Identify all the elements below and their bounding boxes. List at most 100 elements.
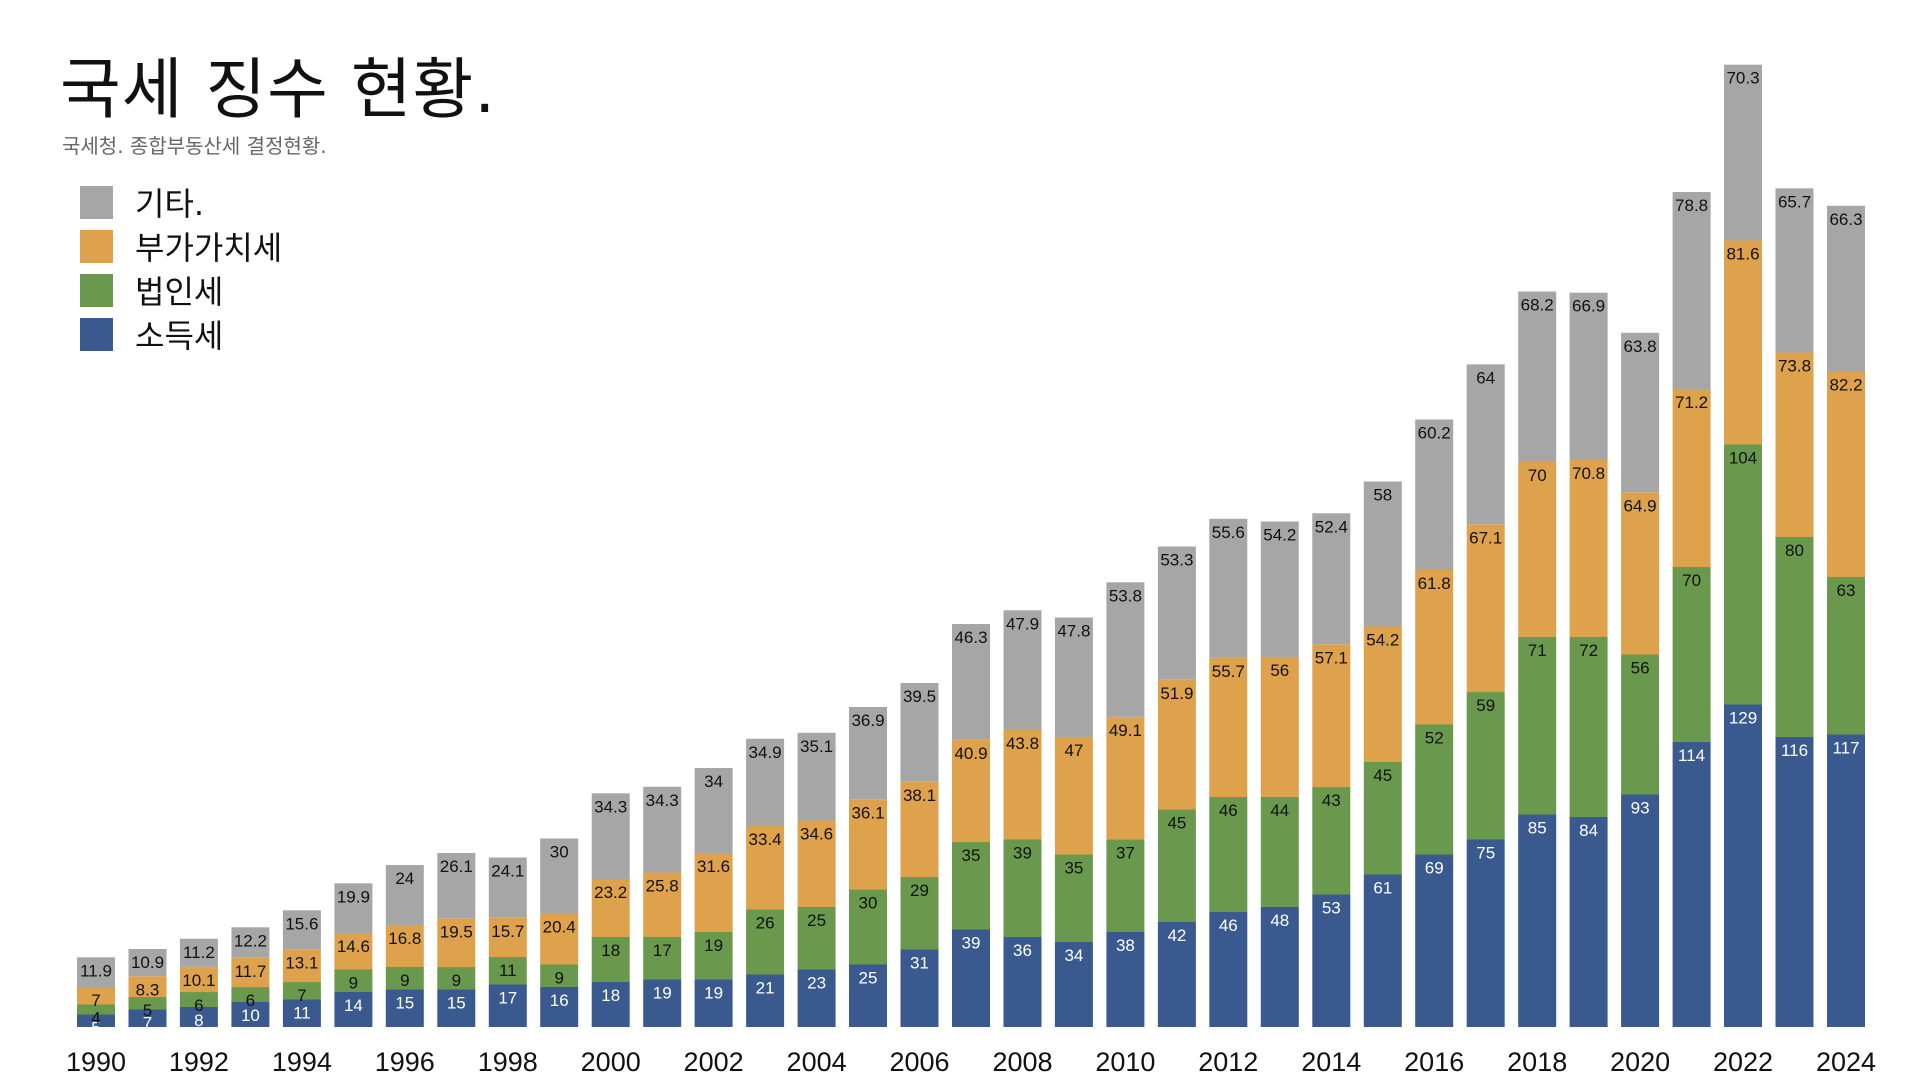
data-label-vat-1998: 15.7 xyxy=(491,922,524,941)
bar-other-2003 xyxy=(746,738,785,827)
x-tick-label-1992: 1992 xyxy=(169,1047,229,1077)
bar-other-2021 xyxy=(1672,192,1711,389)
data-label-other-2005: 36.9 xyxy=(851,711,884,730)
data-label-income-1999: 16 xyxy=(550,991,569,1010)
bar-group-2023: 116 80 73.8 65.7 xyxy=(1775,188,1814,1027)
bar-vat-2006 xyxy=(900,781,939,878)
data-label-corporate-2020: 56 xyxy=(1631,659,1650,678)
data-label-other-2022: 70.3 xyxy=(1726,69,1759,88)
bar-other-2009 xyxy=(1054,617,1093,737)
bar-vat-2000 xyxy=(591,879,630,937)
data-label-income-2020: 93 xyxy=(1631,799,1650,818)
data-label-income-2003: 21 xyxy=(756,979,775,998)
x-tick-label-2012: 2012 xyxy=(1198,1047,1258,1077)
bar-corporate-2018 xyxy=(1518,637,1557,815)
bar-vat-2005 xyxy=(849,799,887,890)
bar-corporate-2006 xyxy=(900,877,939,950)
data-label-income-2006: 31 xyxy=(910,954,929,973)
data-label-income-2015: 61 xyxy=(1373,879,1392,898)
bar-income-1992 xyxy=(179,1007,218,1027)
x-tick-label-2004: 2004 xyxy=(787,1047,847,1077)
data-label-corporate-2001: 17 xyxy=(653,941,672,960)
bar-corporate-1992 xyxy=(179,992,218,1007)
bar-corporate-2017 xyxy=(1466,692,1505,840)
bar-vat-2023 xyxy=(1775,352,1814,537)
data-label-corporate-2016: 52 xyxy=(1425,729,1444,748)
data-label-vat-2016: 61.8 xyxy=(1418,574,1451,593)
bar-vat-2019 xyxy=(1569,460,1608,637)
bar-group-2014: 53 43 57.1 52.4 xyxy=(1312,513,1351,1027)
data-label-other-1996: 24 xyxy=(395,869,414,888)
data-label-vat-1990: 7 xyxy=(91,991,100,1010)
data-label-vat-1996: 16.8 xyxy=(388,929,421,948)
bar-vat-2011 xyxy=(1157,679,1196,810)
legend-item-corporate: 법인세 xyxy=(80,268,282,312)
bar-income-2002 xyxy=(694,979,733,1027)
bar-other-2004 xyxy=(797,732,836,821)
bar-income-1999 xyxy=(540,987,579,1027)
data-label-corporate-2023: 80 xyxy=(1785,541,1804,560)
bar-group-1999: 16 9 20.4 30 xyxy=(540,838,579,1027)
data-label-corporate-2009: 35 xyxy=(1064,859,1083,878)
data-label-corporate-2019: 72 xyxy=(1579,641,1598,660)
data-label-corporate-2004: 25 xyxy=(807,911,826,930)
data-label-corporate-1994: 7 xyxy=(297,986,306,1005)
bar-corporate-2003 xyxy=(746,909,785,975)
data-label-vat-2023: 73.8 xyxy=(1778,357,1811,376)
data-label-vat-2005: 36.1 xyxy=(851,803,884,822)
x-tick-label-2020: 2020 xyxy=(1610,1047,1670,1077)
data-label-corporate-2013: 44 xyxy=(1270,801,1289,820)
data-label-other-1991: 10.9 xyxy=(131,953,164,972)
x-tick-label-2010: 2010 xyxy=(1095,1047,1155,1077)
legend-label-vat: 부가가치세 xyxy=(135,229,283,267)
data-label-corporate-2000: 18 xyxy=(601,941,620,960)
bar-corporate-2007 xyxy=(952,842,990,930)
bar-income-2014 xyxy=(1312,894,1351,1027)
data-label-vat-2003: 33.4 xyxy=(749,830,782,849)
bar-other-2008 xyxy=(1003,610,1042,731)
bar-income-2001 xyxy=(643,979,682,1027)
data-label-vat-1999: 20.4 xyxy=(543,918,576,937)
bar-other-2012 xyxy=(1209,518,1248,658)
bar-vat-2010 xyxy=(1106,716,1145,840)
bar-group-1997: 15 9 19.5 26.1 xyxy=(437,853,476,1027)
bar-other-2019 xyxy=(1569,292,1608,460)
bar-corporate-1990 xyxy=(77,1004,115,1015)
bar-other-1998 xyxy=(488,857,527,918)
bar-income-2016 xyxy=(1415,854,1454,1027)
bar-other-1999 xyxy=(540,838,579,914)
bar-vat-2024 xyxy=(1827,371,1865,577)
bar-corporate-2001 xyxy=(643,937,682,980)
data-label-corporate-2002: 19 xyxy=(704,936,723,955)
data-label-income-2007: 39 xyxy=(962,934,981,953)
x-tick-label-1996: 1996 xyxy=(375,1047,435,1077)
data-label-vat-2002: 31.6 xyxy=(697,857,730,876)
data-label-corporate-2017: 59 xyxy=(1476,696,1495,715)
x-tick-label-2002: 2002 xyxy=(684,1047,744,1077)
bar-vat-2002 xyxy=(694,853,733,932)
data-label-corporate-2024: 63 xyxy=(1837,581,1856,600)
bar-group-2024: 117 63 82.2 66.3 xyxy=(1827,205,1865,1027)
bar-other-2007 xyxy=(952,624,990,740)
bar-other-2024 xyxy=(1827,205,1865,372)
data-label-vat-2007: 40.9 xyxy=(954,744,987,763)
data-label-other-2006: 39.5 xyxy=(903,687,936,706)
data-label-corporate-2008: 39 xyxy=(1013,844,1032,863)
data-label-vat-2024: 82.2 xyxy=(1829,376,1862,395)
data-label-income-2017: 75 xyxy=(1476,844,1495,863)
bar-vat-1998 xyxy=(488,917,527,958)
bar-group-2022: 129 104 81.6 70.3 xyxy=(1724,64,1762,1027)
bar-other-2020 xyxy=(1621,332,1660,493)
data-label-vat-1992: 10.1 xyxy=(182,971,215,990)
bar-vat-2016 xyxy=(1415,570,1454,725)
bar-group-2010: 38 37 49.1 53.8 xyxy=(1106,582,1145,1027)
legend-label-corporate: 법인세 xyxy=(135,273,224,311)
bar-other-1995 xyxy=(334,883,373,934)
data-label-other-1990: 11.9 xyxy=(80,961,112,980)
bar-other-2011 xyxy=(1157,546,1196,680)
bar-other-2023 xyxy=(1775,188,1814,353)
bar-other-1997 xyxy=(437,853,476,919)
data-label-other-2002: 34 xyxy=(704,772,723,791)
data-label-income-1991: 7 xyxy=(143,1014,152,1033)
data-label-income-2012: 46 xyxy=(1219,916,1238,935)
